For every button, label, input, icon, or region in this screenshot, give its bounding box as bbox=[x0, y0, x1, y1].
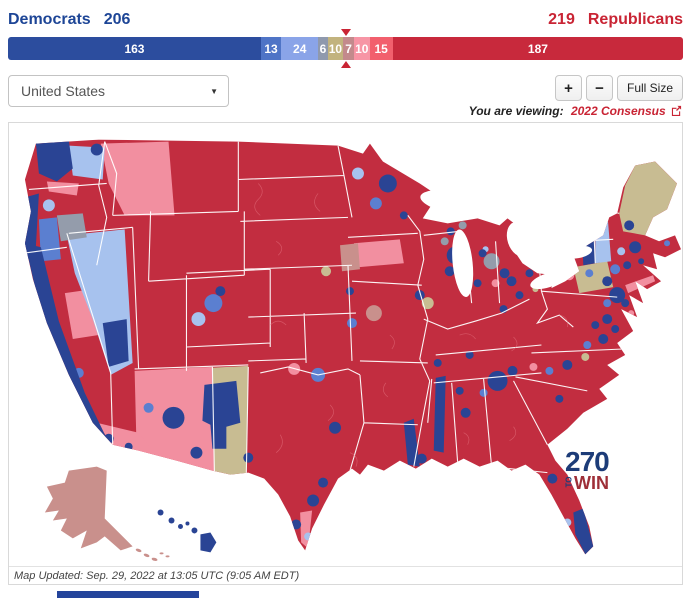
democrats-label: Democrats bbox=[8, 11, 91, 28]
seat-segment-lean-rep: 10 bbox=[354, 37, 370, 60]
region-selector-value: United States bbox=[21, 83, 106, 99]
tilt-rep-districts bbox=[340, 243, 382, 322]
region-selector[interactable]: United States ▼ bbox=[8, 75, 229, 107]
seat-segment-safe-dem: 163 bbox=[8, 37, 261, 60]
logo-270: 270 bbox=[565, 446, 610, 477]
republicans-seat-count: 219 bbox=[548, 11, 575, 28]
viewing-note: You are viewing: 2022 Consensus bbox=[9, 104, 682, 119]
270towin-logo: 270 TO WIN bbox=[564, 446, 610, 493]
viewing-prefix: You are viewing: bbox=[468, 104, 564, 118]
seat-segment-likely-rep: 15 bbox=[369, 37, 393, 60]
external-link-icon bbox=[671, 105, 682, 116]
full-size-button[interactable]: Full Size bbox=[616, 75, 683, 101]
map-updated-bar: Map Updated: Sep. 29, 2022 at 13:05 UTC … bbox=[9, 566, 682, 584]
seat-segment-likely-dem: 13 bbox=[260, 37, 282, 60]
logo-to: TO bbox=[564, 476, 574, 488]
seat-segment-tilt-dem: 6 bbox=[318, 37, 328, 60]
zoom-in-button[interactable]: + bbox=[554, 75, 582, 101]
us-house-districts-map[interactable] bbox=[9, 123, 682, 566]
partial-bar-below bbox=[57, 591, 199, 598]
seat-segment-lean-dem: 24 bbox=[281, 37, 319, 60]
map-updated-text: Map Updated: Sep. 29, 2022 at 13:05 UTC … bbox=[14, 569, 300, 582]
chevron-down-icon: ▼ bbox=[210, 87, 218, 96]
majority-marker-bottom bbox=[340, 61, 351, 68]
seat-segment-toss-up: 10 bbox=[327, 37, 344, 60]
minus-icon: − bbox=[595, 79, 604, 97]
safe-dem-districts bbox=[24, 140, 645, 555]
seat-bar: 163 13 24 6 10 7 10 15 187 bbox=[8, 37, 683, 60]
republicans-label: Republicans bbox=[587, 11, 683, 28]
map-container: 270 TO WIN Map Updated: Sep. 29, 2022 at… bbox=[8, 122, 683, 585]
seat-segment-safe-rep: 187 bbox=[392, 37, 683, 60]
continental-us bbox=[24, 139, 682, 555]
zoom-out-button[interactable]: − bbox=[585, 75, 613, 101]
alaska bbox=[44, 466, 170, 562]
democrats-seat-count: 206 bbox=[103, 11, 131, 28]
map-toolbar: United States ▼ + − Full Size bbox=[8, 75, 683, 108]
plus-icon: + bbox=[564, 79, 573, 97]
district-borders bbox=[254, 183, 569, 519]
seat-segment-tilt-rep: 7 bbox=[343, 37, 355, 60]
seat-bar-wrap: 163 13 24 6 10 7 10 15 187 bbox=[8, 29, 683, 68]
seat-totals-row: Democrats 206 219 Republicans bbox=[8, 7, 683, 29]
hawaii bbox=[157, 509, 217, 553]
great-lakes bbox=[420, 189, 593, 297]
logo-win: WIN bbox=[574, 473, 609, 493]
majority-marker-top bbox=[340, 29, 351, 36]
consensus-map-link[interactable]: 2022 Consensus bbox=[570, 104, 666, 118]
